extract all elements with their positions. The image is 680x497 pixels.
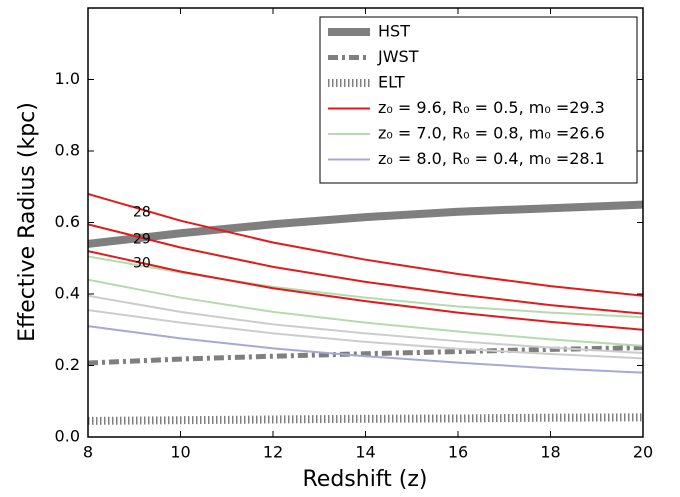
line xyxy=(88,325,643,374)
legend-label: JWST xyxy=(377,47,419,66)
x-tick-label: 10 xyxy=(170,443,190,462)
annotation: 28 xyxy=(133,205,151,221)
x-tick-label: 14 xyxy=(355,443,375,462)
annotation: 29 xyxy=(133,232,151,248)
y-tick-label: 0.4 xyxy=(55,284,80,303)
legend-label: z₀ = 9.6, R₀ = 0.5, m₀ =29.3 xyxy=(378,98,605,117)
line xyxy=(88,345,643,366)
y-axis-label: Effective Radius (kpc) xyxy=(15,102,40,342)
y-tick-label: 0.2 xyxy=(55,355,80,374)
line xyxy=(88,192,643,297)
legend-label: z₀ = 7.0, R₀ = 0.8, m₀ =26.6 xyxy=(378,124,605,143)
x-tick-label: 18 xyxy=(540,443,560,462)
legend-label: ELT xyxy=(378,73,405,92)
y-tick-label: 0.6 xyxy=(55,212,80,231)
x-axis-label: Redshift (z) xyxy=(302,467,427,492)
line xyxy=(88,413,643,425)
y-tick-label: 1.0 xyxy=(55,69,80,88)
line xyxy=(88,223,643,315)
line xyxy=(88,309,643,360)
x-tick-label: 12 xyxy=(263,443,283,462)
annotation: 30 xyxy=(133,255,151,271)
legend-label: z₀ = 8.0, R₀ = 0.4, m₀ =28.1 xyxy=(378,149,605,168)
y-tick-label: 0.0 xyxy=(55,427,80,446)
line xyxy=(88,278,643,347)
x-tick-label: 20 xyxy=(633,443,653,462)
x-tick-label: 16 xyxy=(448,443,468,462)
y-tick-label: 0.8 xyxy=(55,141,80,160)
line xyxy=(88,255,643,319)
legend-frame xyxy=(319,16,638,184)
line xyxy=(88,294,643,354)
line xyxy=(88,200,643,248)
line xyxy=(88,250,643,331)
legend-label: HST xyxy=(378,22,410,41)
x-tick-label: 8 xyxy=(83,443,93,462)
